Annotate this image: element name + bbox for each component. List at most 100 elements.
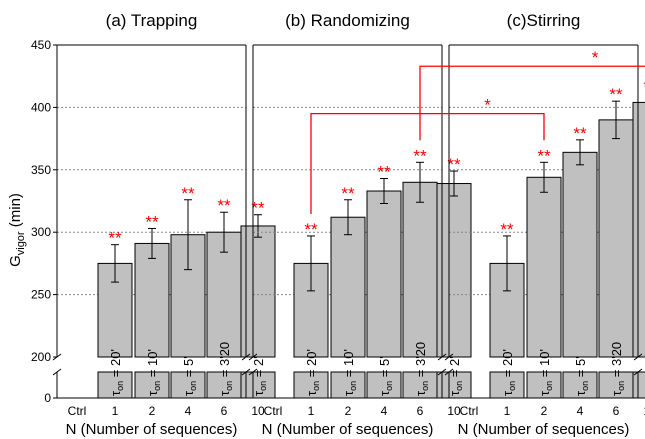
tau-symbol: τ: [251, 390, 266, 396]
tau-label: τon = 10': [537, 349, 554, 396]
tau-subscript: on: [507, 381, 517, 391]
significance-label: **: [341, 184, 355, 203]
significance-label: **: [447, 155, 461, 174]
significance-label: **: [181, 184, 195, 203]
tau-symbol: τ: [447, 390, 462, 396]
axis-break-mark: [241, 353, 251, 361]
tau-symbol: τ: [500, 390, 515, 396]
tau-subscript: on: [420, 381, 430, 391]
significance-label: **: [609, 85, 623, 104]
bar: [240, 225, 276, 358]
comparison-label: *: [484, 96, 491, 115]
significance-label: **: [643, 78, 645, 97]
tau-value: 2': [251, 356, 266, 366]
bar-lower: [562, 371, 598, 399]
significance-label: **: [217, 196, 231, 215]
tau-equals: =: [341, 366, 356, 381]
bar: [562, 151, 598, 358]
tau-subscript: on: [348, 381, 358, 391]
panels: (a) Trapping**τon = 20'**τon = 10'**τon …: [52, 11, 645, 399]
y-tick-label: 200: [31, 350, 51, 364]
comparison-bracket: *: [310, 96, 545, 214]
tau-equals: =: [500, 366, 515, 381]
tau-subscript: on: [152, 381, 162, 391]
x-tick-label: Ctrl: [68, 404, 87, 418]
tau-label: τon = 2': [447, 356, 464, 396]
tau-subscript: on: [616, 381, 626, 391]
bar-lower: [526, 371, 562, 399]
panel-1: (a) Trapping**τon = 20'**τon = 10'**τon …: [52, 11, 276, 399]
tau-value: 20': [304, 349, 319, 366]
tau-label: τon = 5': [181, 356, 198, 396]
tau-symbol: τ: [145, 390, 160, 396]
tau-equals: =: [181, 366, 196, 381]
panel-title: (b) Randomizing: [285, 11, 410, 30]
bar: [366, 190, 402, 358]
tau-subscript: on: [544, 381, 554, 391]
tau-symbol: τ: [217, 390, 232, 396]
tau-label: τon = 3'20: [217, 342, 234, 396]
tau-value: 5': [377, 356, 392, 366]
x-tick-label: 10: [447, 404, 461, 418]
axis-break-mark: [444, 368, 454, 376]
tau-value: 10': [341, 349, 356, 366]
x-tick-label: Ctrl: [460, 404, 479, 418]
x-tick-label: 1: [504, 404, 511, 418]
y-tick-label: 0: [44, 391, 51, 405]
tau-equals: =: [377, 366, 392, 381]
tau-symbol: τ: [304, 390, 319, 396]
tau-subscript: on: [258, 381, 268, 391]
tau-symbol: τ: [377, 390, 392, 396]
bar-group: ** τon = 3'20: [598, 85, 634, 399]
axis-break-mark: [248, 368, 258, 376]
axis-break-mark: [248, 353, 258, 361]
comparison-label: *: [592, 48, 599, 67]
tau-label: τon = 10': [341, 349, 358, 396]
x-tick-label: 10: [643, 404, 645, 418]
significance-label: **: [377, 163, 391, 182]
tau-label: τon = 20': [304, 349, 321, 396]
bar-group: ** τon = 20': [489, 220, 525, 399]
x-tick-label: 1: [308, 404, 315, 418]
y-tick-label: 400: [31, 100, 51, 114]
x-tick-label: 4: [381, 404, 388, 418]
tau-label: τon = 3'20: [609, 342, 626, 396]
tau-equals: =: [413, 366, 428, 381]
bar-group: ** τon = 5': [170, 184, 206, 399]
bar-group: ** τon = 2': [240, 199, 276, 399]
significance-label: **: [537, 146, 551, 165]
y-axis: 200 250 300 350 400 450 0 Gvigor (min): [7, 38, 57, 405]
bar-lower: [632, 371, 645, 399]
bar-lower: [489, 371, 525, 399]
tau-symbol: τ: [537, 390, 552, 396]
x-tick-label: 2: [541, 404, 548, 418]
tau-equals: =: [573, 366, 588, 381]
tau-value: 10': [145, 349, 160, 366]
x-axis-title: N (Number of sequences): [262, 421, 434, 438]
tau-subscript: on: [311, 381, 321, 391]
tau-value: 2': [643, 356, 645, 366]
x-tick-label: 1: [112, 404, 119, 418]
bar-lower: [240, 371, 276, 399]
tau-label: τon = 5': [377, 356, 394, 396]
y-axis-label-main: G: [7, 255, 24, 267]
tau-value: 3'20: [413, 342, 428, 366]
tau-subscript: on: [384, 381, 394, 391]
tau-symbol: τ: [341, 390, 356, 396]
y-axis-label-sub: vigor: [15, 231, 27, 255]
axis-break-mark: [444, 353, 454, 361]
x-tick-label: 6: [417, 404, 424, 418]
comparison-brackets: **: [310, 48, 645, 214]
bar-group: ** τon = 2': [436, 155, 472, 399]
tau-value: 3'20: [609, 342, 624, 366]
tau-subscript: on: [188, 381, 198, 391]
bar-group: ** τon = 20': [293, 220, 329, 399]
tau-symbol: τ: [413, 390, 428, 396]
tau-symbol: τ: [573, 390, 588, 396]
bracket-line: [310, 112, 545, 214]
bar: [134, 242, 170, 358]
y-tick-label: 300: [31, 225, 51, 239]
x-axis-title: N (Number of sequences): [458, 421, 630, 438]
tau-label: τon = 3'20: [413, 342, 430, 396]
tau-equals: =: [447, 366, 462, 381]
